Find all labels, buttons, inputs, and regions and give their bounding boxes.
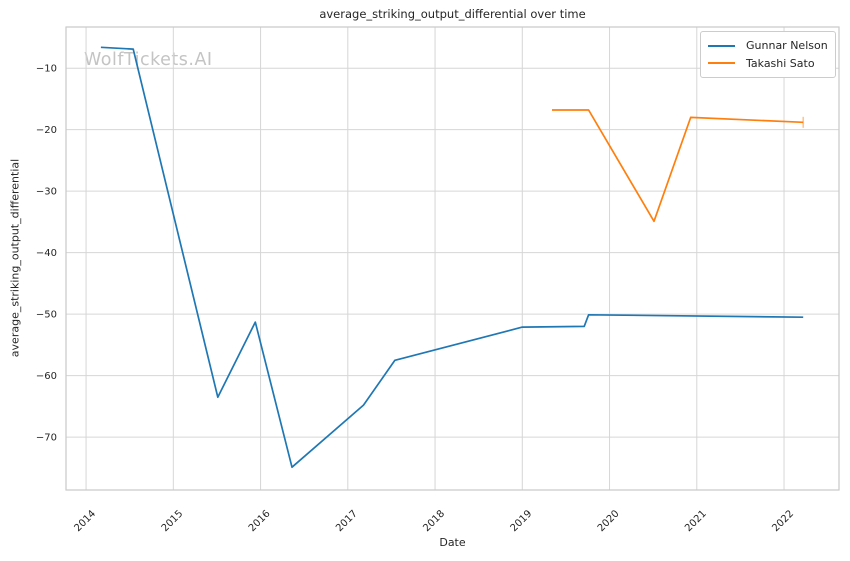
x-tick-label-2015: 2015 [160,508,186,534]
series-line-gunnar-nelson [100,46,804,469]
plot-border [65,26,840,491]
x-tick-label-2017: 2017 [334,508,360,534]
legend-line-icon [708,44,735,47]
chart-title: average_striking_output_differential ove… [319,7,586,21]
watermark: WolfTickets.AI [84,50,213,70]
x-tick-label-2019: 2019 [509,508,535,534]
y-tick-label--20: −20 [36,125,57,136]
legend-line-icon [708,62,735,65]
x-tick-label-2014: 2014 [72,508,98,534]
legend-item-gunnar-nelson: Gunnar Nelson [708,37,828,55]
legend: Gunnar Nelson Takashi Sato [700,31,836,78]
legend-label: Gunnar Nelson [746,39,828,53]
y-tick-label--40: −40 [36,248,57,259]
x-tick-label-2021: 2021 [683,508,709,534]
x-axis-label: Date [439,536,466,549]
y-tick-label--70: −70 [36,433,57,444]
y-tick-label--60: −60 [36,371,57,382]
x-tick-label-2016: 2016 [247,508,273,534]
x-tick-label-2022: 2022 [770,508,796,534]
x-tick-label-2020: 2020 [596,508,622,534]
y-tick-label--50: −50 [36,310,57,321]
x-tick-label-2018: 2018 [421,508,447,534]
legend-label: Takashi Sato [746,56,815,70]
y-tick-label--10: −10 [36,64,57,75]
series-line-takashi-sato [552,109,804,223]
legend-item-takashi-sato: Takashi Sato [708,55,827,73]
y-tick-label--30: −30 [36,187,57,198]
